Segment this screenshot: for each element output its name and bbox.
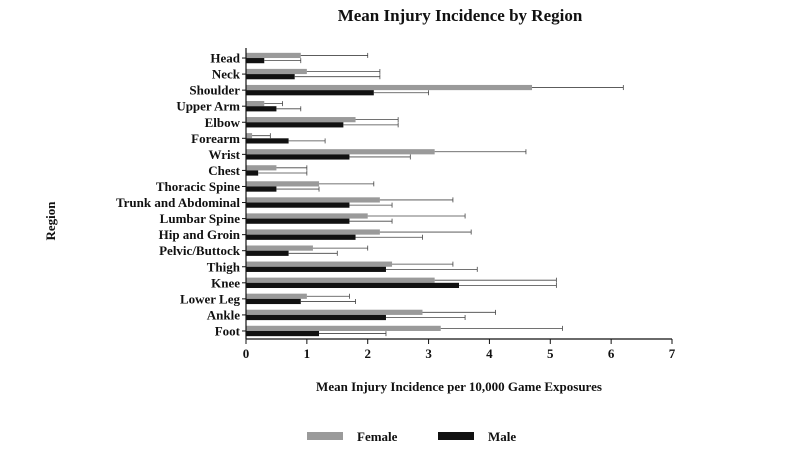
female-bar	[246, 149, 435, 155]
male-bar	[246, 202, 350, 208]
category-label: Forearm	[191, 131, 240, 146]
category-label: Thigh	[207, 259, 241, 274]
x-axis-ticks: 0 1 2 3 4 5 6 7	[243, 339, 676, 361]
female-bar	[246, 165, 277, 171]
legend-label-female: Female	[357, 429, 398, 444]
x-tick-label: 0	[243, 346, 250, 361]
error-bars-layer	[252, 52, 624, 337]
female-bar	[246, 117, 356, 123]
x-tick-label: 5	[547, 346, 554, 361]
male-bar	[246, 154, 350, 160]
legend: Female Male	[307, 429, 516, 444]
x-axis-title: Mean Injury Incidence per 10,000 Game Ex…	[316, 379, 602, 394]
male-bar	[246, 282, 459, 289]
category-label: Thoracic Spine	[156, 179, 240, 194]
female-bar	[246, 52, 301, 59]
female-bar	[246, 197, 380, 203]
male-bar	[246, 330, 320, 337]
female-bar	[246, 245, 313, 251]
x-tick-label: 7	[669, 346, 676, 361]
x-tick-label: 4	[486, 346, 493, 361]
chart-title: Mean Injury Incidence by Region	[338, 6, 583, 25]
category-label: Head	[210, 51, 240, 66]
x-tick-label: 1	[304, 346, 311, 361]
male-bar	[246, 122, 344, 128]
male-bar	[246, 250, 289, 256]
category-label: Lumbar Spine	[160, 211, 241, 226]
x-tick-label: 6	[608, 346, 615, 361]
female-bar	[246, 133, 253, 139]
category-label: Trunk and Abdominal	[116, 195, 240, 210]
x-tick-label: 2	[364, 346, 371, 361]
category-label: Chest	[208, 163, 240, 178]
male-bar	[246, 218, 350, 224]
female-bar	[246, 68, 307, 75]
category-label: Shoulder	[189, 83, 240, 98]
male-bar	[246, 74, 295, 80]
female-bar	[246, 213, 368, 219]
female-bar	[246, 84, 533, 91]
female-bar	[246, 309, 423, 315]
female-bar	[246, 181, 320, 187]
category-label: Lower Leg	[180, 291, 241, 306]
female-bar	[246, 325, 441, 331]
male-bar	[246, 234, 356, 240]
female-bar	[246, 100, 265, 107]
x-tick-label: 3	[425, 346, 432, 361]
female-bar	[246, 229, 380, 235]
category-label: Ankle	[207, 307, 240, 322]
male-bar	[246, 298, 301, 305]
category-label: Pelvic/Buttock	[159, 243, 241, 258]
category-label: Wrist	[208, 147, 240, 162]
male-bar	[246, 138, 289, 144]
category-label: Knee	[211, 275, 240, 290]
male-bar	[246, 170, 259, 176]
male-bar	[246, 106, 277, 112]
male-bar	[246, 314, 386, 321]
legend-swatch-female	[307, 432, 343, 440]
legend-swatch-male	[438, 432, 474, 440]
category-label: Foot	[215, 323, 241, 338]
category-label: Elbow	[205, 115, 241, 130]
category-label: Neck	[212, 67, 241, 82]
male-bar	[246, 90, 374, 96]
male-bar	[246, 266, 386, 272]
female-bar	[246, 261, 393, 267]
y-axis-title: Region	[43, 201, 58, 241]
male-bar	[246, 58, 265, 64]
female-bar	[246, 293, 307, 299]
category-label: Upper Arm	[176, 99, 240, 114]
category-label: Hip and Groin	[159, 227, 241, 242]
legend-label-male: Male	[488, 429, 516, 444]
bars-layer	[246, 52, 533, 337]
male-bar	[246, 186, 277, 192]
female-bar	[246, 277, 435, 283]
